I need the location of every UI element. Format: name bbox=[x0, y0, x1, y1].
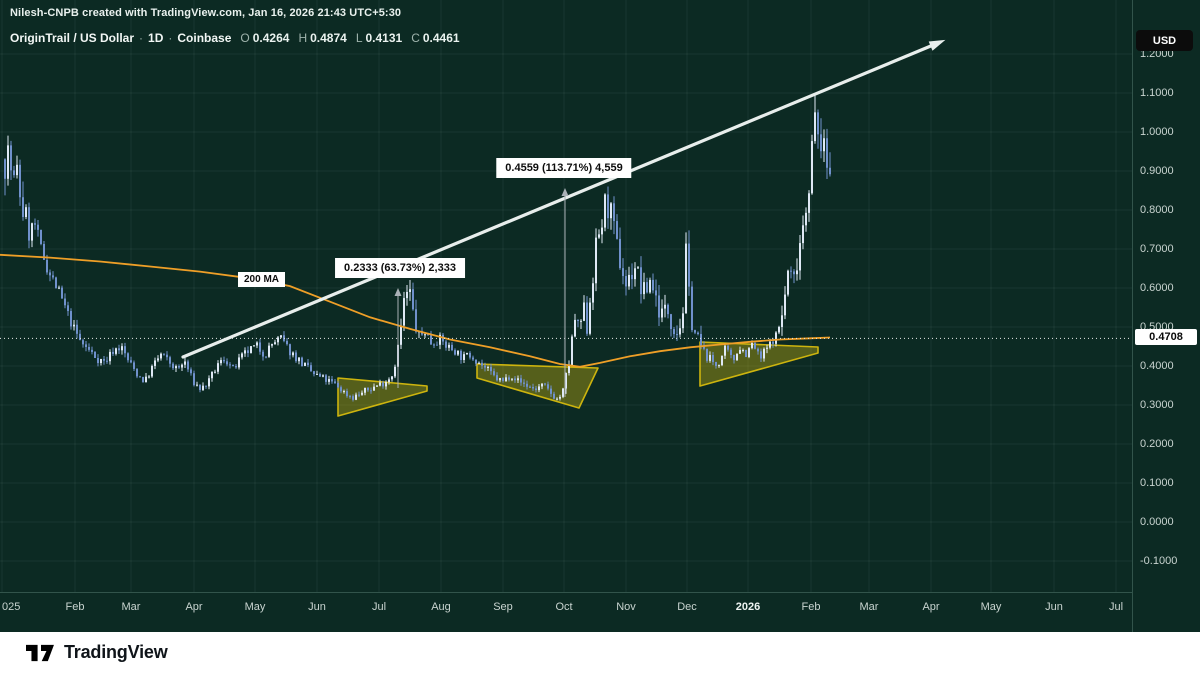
fib-extension-label-1[interactable]: 0.2333 (63.73%) 2,333 bbox=[335, 258, 465, 278]
price-axis-label: 0.6000 bbox=[1140, 282, 1174, 294]
price-axis-label: 0.9000 bbox=[1140, 165, 1174, 177]
price-axis-label: 0.8000 bbox=[1140, 204, 1174, 216]
chart-plot-area[interactable] bbox=[0, 0, 1132, 592]
tradingview-brand-text[interactable]: TradingView bbox=[64, 642, 168, 662]
price-axis-label: 0.2000 bbox=[1140, 438, 1174, 450]
time-axis-label: Mar bbox=[121, 601, 141, 613]
time-axis-label: Jul bbox=[371, 601, 387, 613]
time-axis-label: 025 bbox=[2, 601, 21, 613]
time-axis-label: 2026 bbox=[735, 601, 761, 613]
fib-extension-label-2[interactable]: 0.4559 (113.71%) 4,559 bbox=[496, 158, 632, 178]
time-axis-label: Feb bbox=[801, 601, 821, 613]
exchange-label[interactable]: Coinbase bbox=[177, 31, 232, 45]
attribution-text: Nilesh-CNPB created with TradingView.com… bbox=[10, 7, 402, 19]
ohlc-values: O 0.4264 H 0.4874 L 0.4131 C 0.4461 bbox=[240, 31, 460, 45]
price-axis-label: 0.3000 bbox=[1140, 399, 1174, 411]
time-axis-label: Nov bbox=[616, 601, 636, 613]
time-axis-label: Apr bbox=[185, 601, 203, 613]
price-axis-label: 0.7000 bbox=[1140, 243, 1174, 255]
price-axis-label: 1.0000 bbox=[1140, 126, 1174, 138]
time-axis-label: May bbox=[980, 601, 1002, 613]
price-axis-label: 0.1000 bbox=[1140, 477, 1174, 489]
tradingview-logo-icon[interactable] bbox=[26, 643, 56, 663]
time-axis-label: Jun bbox=[308, 601, 326, 613]
time-axis-label: Mar bbox=[859, 601, 879, 613]
time-axis-label: Dec bbox=[677, 601, 697, 613]
interval-label[interactable]: 1D bbox=[148, 31, 164, 45]
symbol-legend[interactable]: OriginTrail / US Dollar · 1D · Coinbase O 0.42… bbox=[10, 31, 460, 45]
time-axis-label: May bbox=[244, 601, 266, 613]
legend-separator: · bbox=[168, 31, 173, 45]
time-axis-label: Aug bbox=[431, 601, 451, 613]
time-axis-label: Feb bbox=[65, 601, 85, 613]
price-axis-label: 1.2000 bbox=[1140, 48, 1174, 60]
time-axis-label: Jul bbox=[1108, 601, 1124, 613]
price-axis[interactable]: 0.4708 1.2000 1.1000 1.0000 0.9000 0.8000 0.7… bbox=[1132, 0, 1200, 632]
price-axis-label: 1.1000 bbox=[1140, 87, 1174, 99]
time-axis-label: Oct bbox=[555, 601, 573, 613]
time-axis-label: Apr bbox=[922, 601, 940, 613]
time-axis-label: Sep bbox=[493, 601, 513, 613]
legend-separator: · bbox=[139, 31, 144, 45]
time-axis-label: Jun bbox=[1045, 601, 1063, 613]
current-price-label: 0.4708 bbox=[1135, 329, 1197, 346]
price-axis-label: 0.4000 bbox=[1140, 360, 1174, 372]
price-axis-label: -0.1000 bbox=[1140, 555, 1178, 567]
currency-toggle-button[interactable]: USD bbox=[1136, 30, 1193, 51]
symbol-name[interactable]: OriginTrail / US Dollar bbox=[10, 31, 135, 45]
ma-200-label[interactable]: 200 MA bbox=[238, 272, 286, 287]
footer-brand-bar: TradingView bbox=[0, 632, 1200, 673]
time-axis[interactable]: 025 Feb Mar Apr May Jun Jul Aug Sep Oct Nov Dec 2026… bbox=[0, 592, 1132, 633]
price-axis-label: 0.0000 bbox=[1140, 516, 1174, 528]
